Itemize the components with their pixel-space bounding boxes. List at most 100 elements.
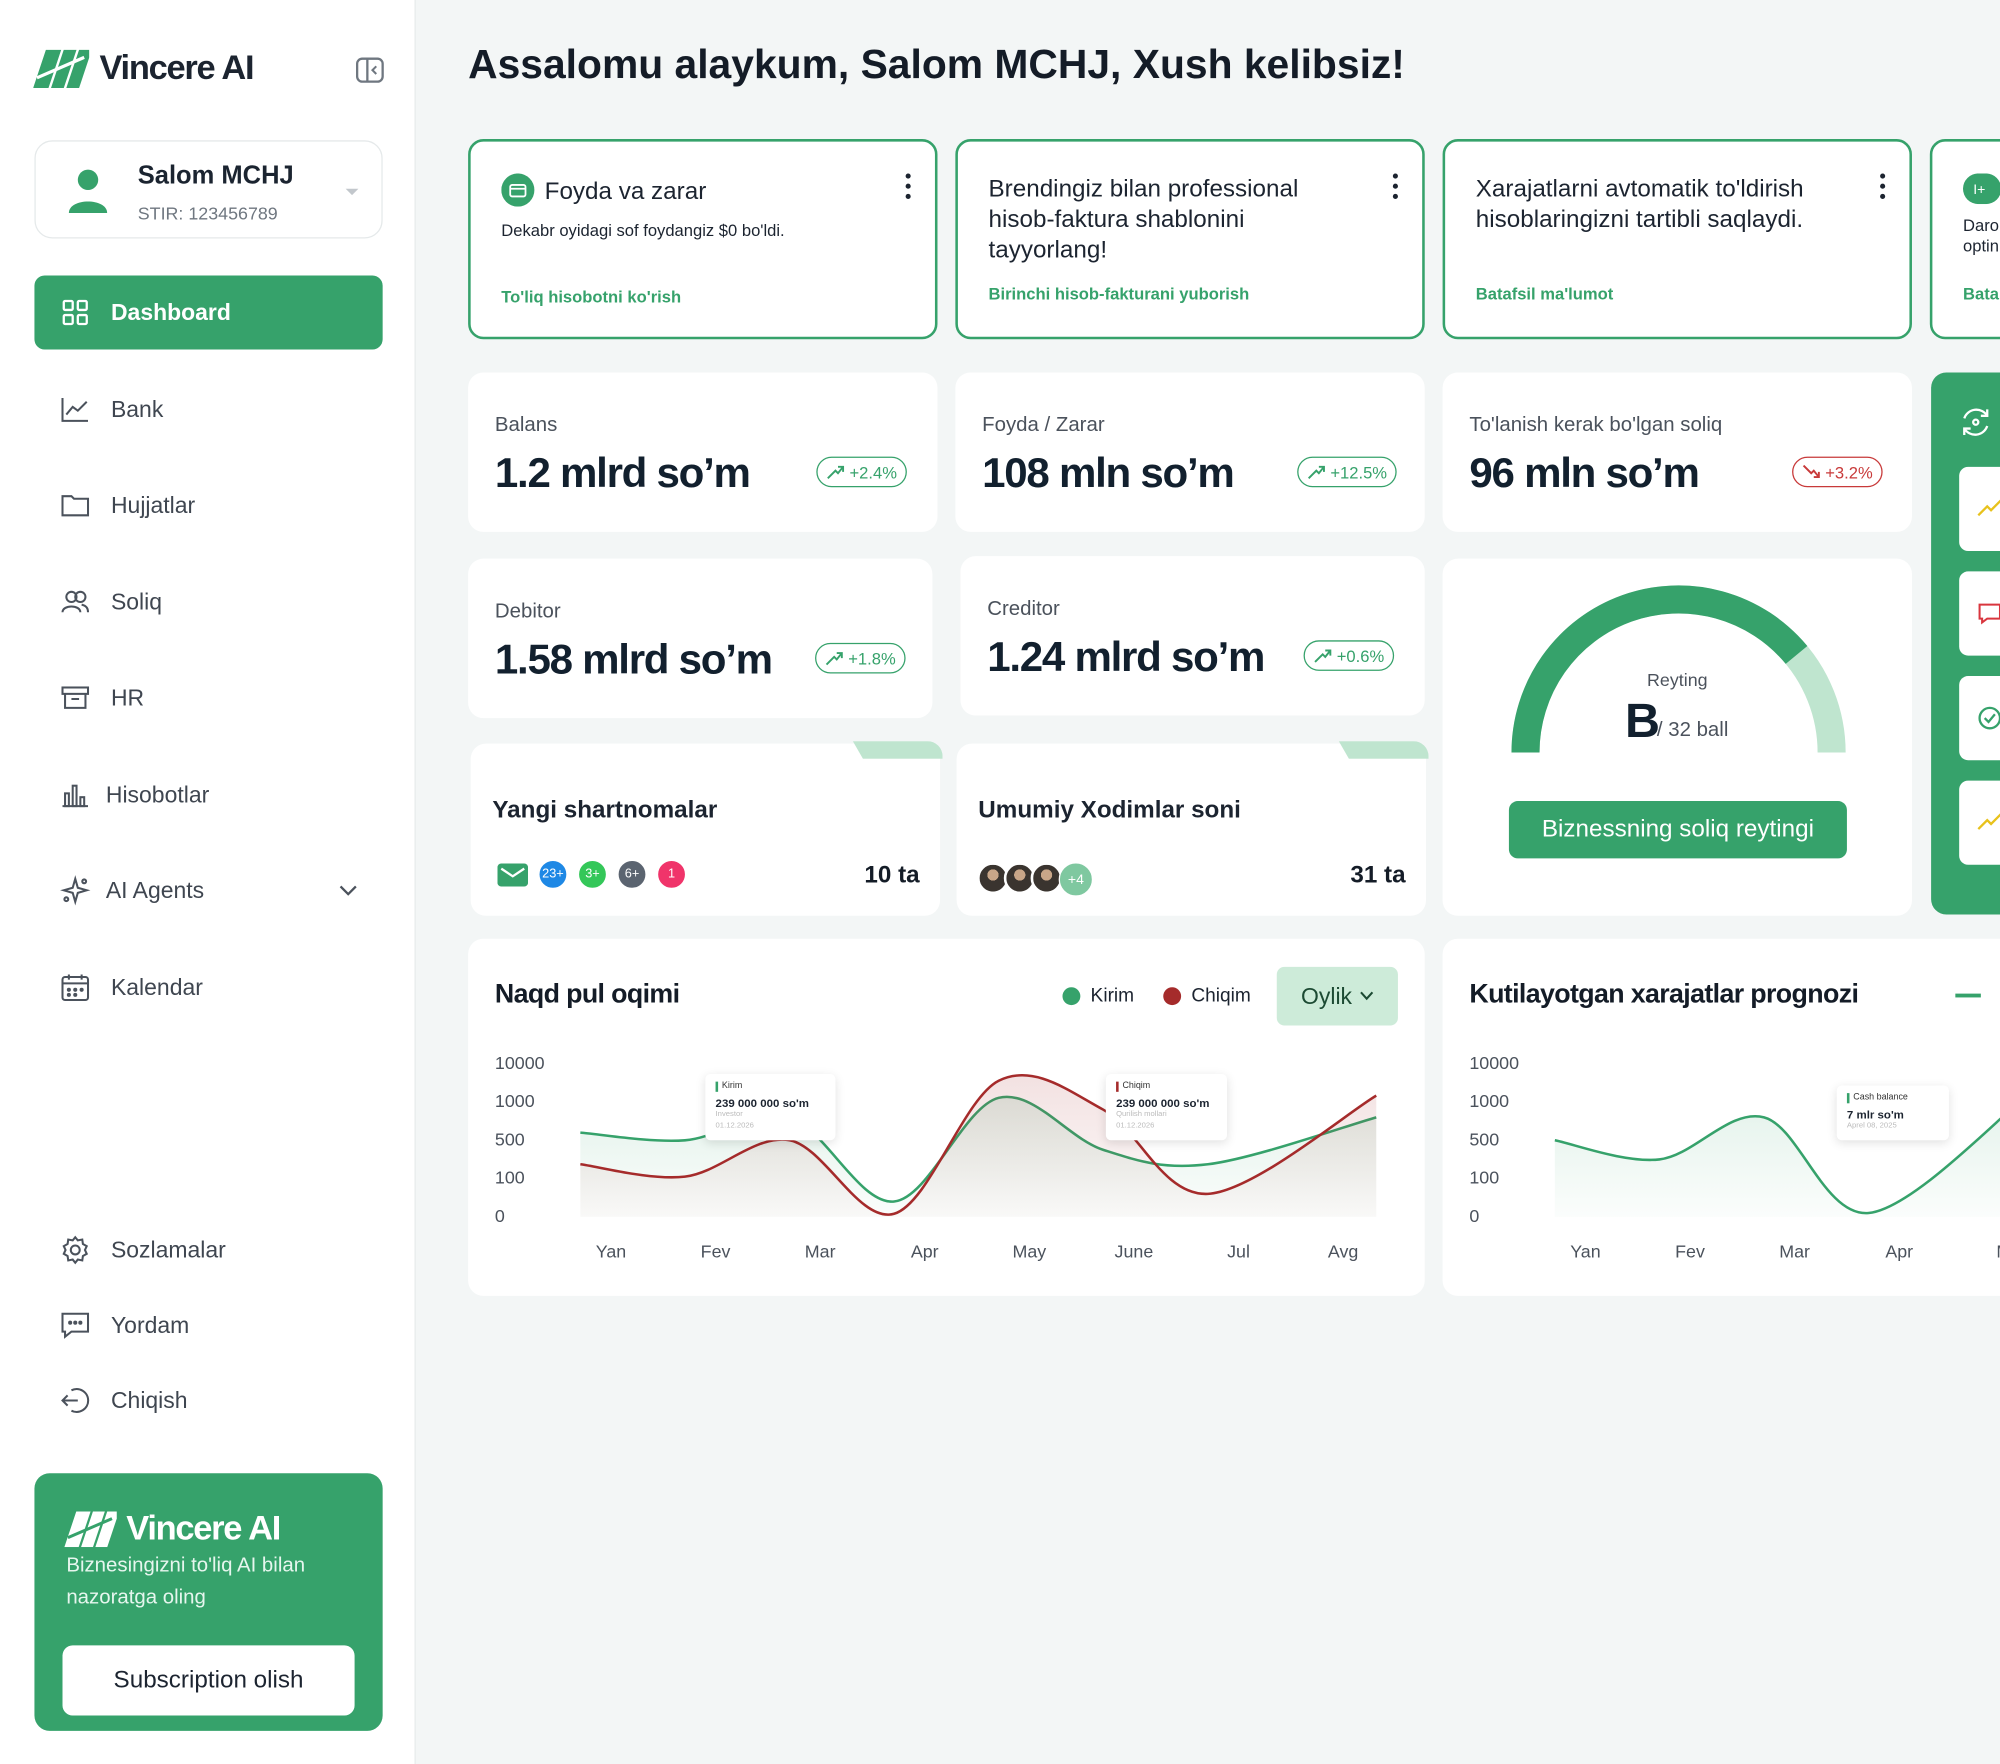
account-switcher[interactable]: Salom MCHJ STIR: 123456789	[34, 140, 383, 239]
sidebar-item-label: Yordam	[110, 1311, 190, 1338]
tip-link[interactable]: To'liq hisobotni ko'rish	[501, 286, 682, 307]
sidebar-item-yordam[interactable]: Yordam	[34, 1288, 382, 1362]
series-area	[580, 1075, 1377, 1217]
rating-gauge	[1511, 585, 1846, 753]
legend-swatch	[1955, 993, 1981, 998]
chart-line-icon	[61, 397, 89, 422]
change-badge: +3.2%	[1792, 456, 1883, 488]
trend-up-icon	[1977, 499, 2000, 517]
sidebar-item-label: Sozlamalar	[110, 1236, 226, 1263]
quick-actions-panel	[1931, 372, 2000, 915]
folder-icon	[61, 495, 90, 517]
chat-icon	[61, 1312, 90, 1339]
tip-link[interactable]: Birinchi hisob-fakturani yuborish	[988, 284, 1250, 304]
x-tick-label: Yan	[595, 1241, 627, 1262]
trend-up-icon	[827, 465, 845, 479]
rating-grade: B	[1624, 695, 1661, 749]
check-circle-icon	[1978, 706, 2000, 730]
chart-tooltip-chiqim: Chiqim 239 000 000 so'm Qurilish mollari…	[1105, 1073, 1228, 1141]
more-vertical-icon[interactable]	[1392, 172, 1400, 200]
x-tick-label: Mar	[1779, 1241, 1811, 1262]
chevron-down-icon	[1360, 991, 1374, 1001]
sidebar-item-hisobotlar[interactable]: Hisobotlar	[34, 758, 382, 832]
sidebar-item-sozlamalar[interactable]: Sozlamalar	[34, 1213, 382, 1287]
y-tick-label: 10000	[1469, 1052, 1520, 1073]
tip-card-profit[interactable]: Foyda va zarar Dekabr oyidagi sof foydan…	[468, 139, 938, 340]
metric-creditor: Creditor 1.24 mlrd so’m +0.6%	[960, 556, 1425, 716]
series-line	[1554, 1114, 2000, 1215]
metric-label: Foyda / Zarar	[982, 414, 1105, 437]
sparkle-icon	[60, 875, 91, 906]
subscription-button[interactable]: Subscription olish	[62, 1645, 355, 1716]
app-logo[interactable]: Vincere AI	[33, 48, 255, 88]
metric-debitor: Debitor 1.58 mlrd so’m +1.8%	[468, 558, 933, 719]
sidebar-item-label: Kalendar	[110, 973, 203, 1000]
quick-action-tile[interactable]	[1959, 676, 2000, 761]
chart-tooltip-kirim: Kirim 239 000 000 so'm Investor 01.12.20…	[705, 1073, 836, 1141]
x-tick-label: Apr	[910, 1241, 939, 1262]
tax-rating-button[interactable]: Biznessning soliq reytingi	[1508, 801, 1847, 859]
x-tick-label: May	[1012, 1241, 1047, 1262]
sidebar-item-chiqish[interactable]: Chiqish	[34, 1364, 382, 1438]
metric-foyda-zarar: Foyda / Zarar 108 mln so’m +12.5%	[955, 372, 1425, 532]
sidebar-item-dashboard[interactable]: Dashboard	[34, 275, 383, 350]
chevron-down-icon[interactable]	[337, 879, 360, 902]
more-vertical-icon[interactable]	[1879, 172, 1887, 200]
quick-action-tile[interactable]	[1959, 571, 2000, 656]
sidebar-item-ai-agents[interactable]: AI Agents	[34, 853, 382, 927]
archive-icon	[61, 686, 90, 709]
sidebar-toggle-icon[interactable]	[355, 56, 386, 84]
stat-contracts[interactable]: Yangi shartnomalar 23+ 3+ 6+ 1 10 ta	[470, 741, 943, 916]
tip-card-expenses[interactable]: Xarajatlarni avtomatik to'ldirish hisobl…	[1442, 139, 1912, 340]
trend-up-icon	[1977, 813, 2000, 830]
calendar-icon	[61, 974, 90, 1002]
mail-icon	[497, 863, 529, 887]
change-badge: +1.8%	[815, 642, 906, 674]
cashflow-chart-card: Naqd pul oqimi Kirim Chiqim Oylik 10000 1…	[468, 938, 1425, 1296]
change-badge: +0.6%	[1303, 640, 1395, 671]
tip-link[interactable]: Bata	[1962, 284, 1999, 304]
tip-card-invoice[interactable]: Brendingiz bilan professional hisob-fakt…	[955, 139, 1425, 340]
sidebar-item-label: Dashboard	[110, 299, 231, 325]
sidebar-item-label: Bank	[110, 396, 164, 422]
quick-action-tile[interactable]	[1959, 466, 2000, 552]
metric-label: Debitor	[494, 600, 561, 623]
tip-subtitle: Dekabr oyidagi sof foydangiz $0 bo'ldi.	[501, 220, 785, 240]
metric-value: 1.58 mlrd so’m	[494, 635, 773, 683]
metric-value: 108 mln so’m	[982, 448, 1235, 497]
sidebar-item-label: Hujjatlar	[110, 491, 196, 518]
rating-label: Reyting	[1647, 669, 1708, 691]
sidebar-item-hr[interactable]: HR	[34, 661, 382, 735]
period-select[interactable]: Oylik	[1276, 966, 1398, 1026]
legend-swatch	[1062, 986, 1081, 1005]
refresh-ai-icon[interactable]	[1959, 406, 1992, 439]
chat-icon	[1978, 603, 2000, 625]
metric-value: 1.2 mlrd so’m	[494, 448, 751, 497]
trend-up-icon	[1314, 649, 1332, 663]
sidebar-item-soliq[interactable]: Soliq	[34, 565, 382, 639]
wallet-icon	[501, 173, 535, 207]
sidebar-item-bank[interactable]: Bank	[34, 372, 382, 446]
metric-value: 96 mln so’m	[1469, 448, 1700, 497]
quick-action-tile[interactable]	[1959, 780, 2000, 865]
x-tick-label: June	[1114, 1241, 1154, 1262]
legend-chiqim: Chiqim	[1163, 985, 1251, 1006]
tip-card-partial[interactable]: I+ Daro optin Bata	[1929, 139, 2000, 340]
sidebar-item-hujjatlar[interactable]: Hujjatlar	[34, 468, 382, 542]
settings-icon	[62, 1235, 89, 1265]
sidebar-item-label: Chiqish	[110, 1387, 188, 1413]
badge-dot: 6+	[617, 859, 647, 890]
badge-dot: 3+	[577, 859, 608, 890]
more-vertical-icon[interactable]	[904, 172, 912, 200]
stat-employees[interactable]: Umumiy Xodimlar soni +4 31 ta	[956, 741, 1429, 916]
gauge-fill	[1511, 585, 1808, 753]
stat-title: Yangi shartnomalar	[492, 797, 718, 824]
card-tab	[852, 741, 943, 759]
tip-title: Foyda va zarar	[544, 178, 707, 206]
tip-link[interactable]: Batafsil ma'lumot	[1475, 284, 1614, 304]
chart-title: Naqd pul oqimi	[494, 979, 680, 1009]
sidebar-item-kalendar[interactable]: Kalendar	[34, 950, 382, 1024]
series-area	[1554, 1116, 2000, 1217]
vincere-logo-icon	[33, 49, 90, 88]
employee-avatar	[977, 862, 1009, 895]
